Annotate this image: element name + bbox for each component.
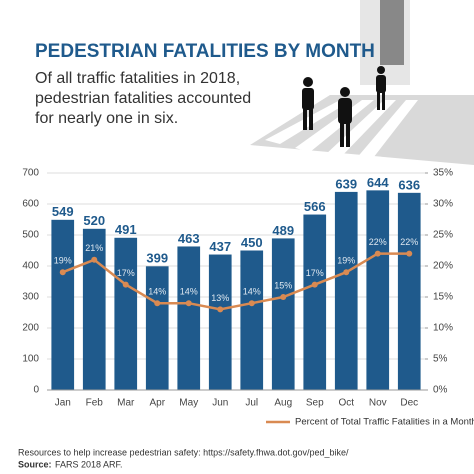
- y-tick-label: 500: [22, 230, 39, 241]
- line-point: [248, 300, 255, 307]
- line-point: [311, 281, 318, 288]
- bar-value-label: 520: [83, 213, 105, 228]
- y-tick-label: 400: [22, 261, 39, 272]
- y2-tick-label: 15%: [433, 292, 453, 303]
- x-tick-label: Oct: [338, 398, 354, 409]
- line-value-label: 19%: [54, 256, 72, 266]
- y2-tick-label: 10%: [433, 323, 453, 334]
- line-point: [185, 300, 192, 307]
- line-point: [59, 269, 66, 276]
- bar-value-label: 644: [367, 175, 389, 190]
- line-value-label: 14%: [243, 287, 261, 297]
- bar: [271, 238, 295, 390]
- bar-value-label: 399: [146, 251, 168, 266]
- bar-value-label: 437: [209, 239, 231, 254]
- line-value-label: 22%: [369, 237, 387, 247]
- legend-label: Percent of Total Traffic Fatalities in a…: [295, 417, 474, 428]
- line-value-label: 13%: [211, 293, 229, 303]
- line-value-label: 15%: [274, 280, 292, 290]
- x-tick-label: Jul: [245, 398, 258, 409]
- source-label: Source:: [18, 459, 52, 469]
- x-tick-label: Mar: [117, 398, 135, 409]
- bar: [82, 228, 106, 390]
- y2-tick-label: 0%: [433, 385, 448, 396]
- x-tick-label: Jun: [212, 398, 228, 409]
- x-tick-label: May: [179, 398, 198, 409]
- resources-note: Resources to help increase pedestrian sa…: [18, 447, 349, 457]
- bar: [177, 246, 201, 390]
- bar: [397, 192, 421, 390]
- line-point: [280, 294, 287, 300]
- bar: [51, 219, 75, 390]
- line-point: [217, 306, 224, 313]
- subtitle: Of all traffic fatalities in 2018,: [35, 70, 240, 87]
- y-tick-label: 200: [22, 323, 39, 334]
- y-tick-label: 700: [22, 168, 39, 179]
- line-value-label: 17%: [117, 268, 135, 278]
- line-point: [343, 269, 350, 276]
- bar: [334, 191, 358, 390]
- line-point: [154, 300, 161, 307]
- x-tick-label: Sep: [306, 398, 324, 409]
- illustration: [250, 0, 474, 165]
- x-tick-label: Dec: [400, 398, 418, 409]
- subtitle: pedestrian fatalities accounted: [35, 90, 251, 107]
- subtitle: for nearly one in six.: [35, 110, 178, 127]
- bar-value-label: 489: [272, 223, 294, 238]
- chart-title: PEDESTRIAN FATALITIES BY MONTH: [35, 41, 375, 62]
- y2-tick-label: 25%: [433, 230, 453, 241]
- x-tick-label: Nov: [369, 398, 387, 409]
- source: FARS 2018 ARF.: [55, 459, 123, 469]
- bar-value-label: 549: [52, 204, 74, 219]
- line-point: [406, 250, 413, 257]
- bar-value-label: 491: [115, 222, 137, 237]
- line-value-label: 19%: [337, 256, 355, 266]
- y-tick-label: 300: [22, 292, 39, 303]
- bar: [240, 250, 264, 390]
- line-series: [62, 252, 410, 311]
- x-tick-label: Jan: [55, 398, 71, 409]
- bar-value-label: 636: [398, 177, 420, 192]
- bar-value-label: 450: [241, 235, 263, 250]
- bar-value-label: 639: [335, 176, 357, 191]
- line-value-label: 22%: [400, 237, 418, 247]
- y-tick-label: 100: [22, 354, 39, 365]
- x-tick-label: Feb: [86, 398, 104, 409]
- y2-tick-label: 35%: [433, 168, 453, 179]
- y-tick-label: 0: [33, 385, 39, 396]
- y-tick-label: 600: [22, 199, 39, 210]
- y2-tick-label: 5%: [433, 354, 448, 365]
- y2-tick-label: 30%: [433, 199, 453, 210]
- bar: [303, 214, 327, 390]
- bar: [114, 237, 138, 390]
- line-value-label: 21%: [85, 243, 103, 253]
- x-tick-label: Aug: [274, 398, 292, 409]
- line-point: [122, 281, 129, 288]
- x-tick-label: Apr: [149, 398, 165, 409]
- y2-tick-label: 20%: [433, 261, 453, 272]
- bar: [208, 254, 232, 390]
- line-value-label: 17%: [306, 268, 324, 278]
- line-value-label: 14%: [180, 287, 198, 297]
- bar-value-label: 463: [178, 231, 200, 246]
- bar-value-label: 566: [304, 199, 326, 214]
- line-value-label: 14%: [148, 287, 166, 297]
- line-point: [374, 250, 381, 257]
- line-point: [91, 256, 98, 263]
- bar: [366, 190, 390, 390]
- bar: [145, 266, 169, 390]
